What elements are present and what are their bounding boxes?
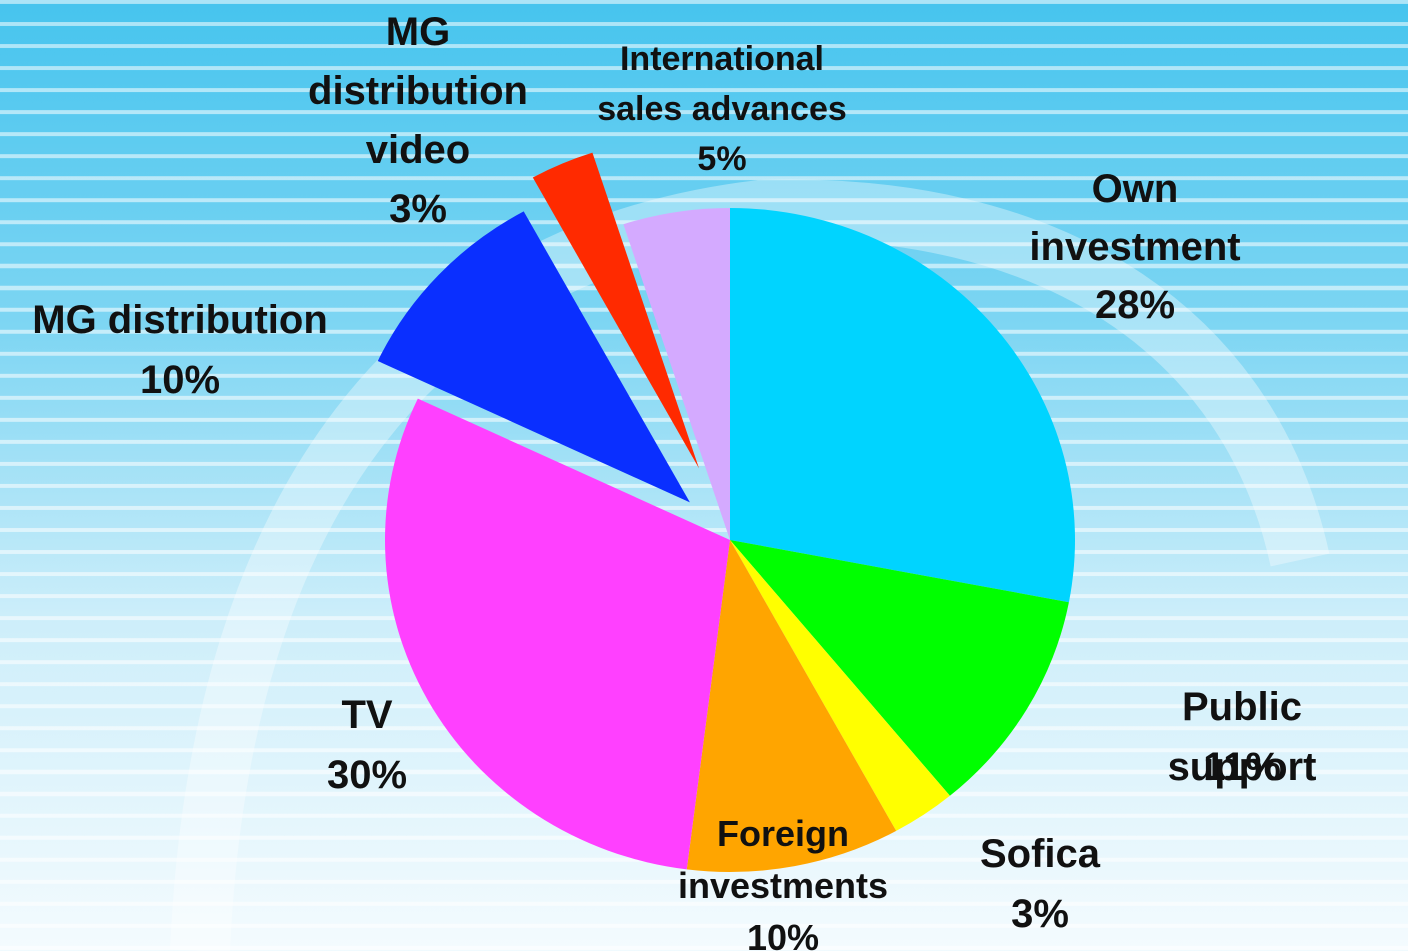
slice-label: Sofica (979, 832, 1101, 876)
slice-label: International sales advances (597, 40, 847, 128)
slice-value-label: 30% (326, 753, 408, 797)
slice-value-label: 28% (1094, 283, 1176, 327)
slice-label: TV (341, 693, 393, 737)
slice-label: Own investment (1029, 167, 1241, 269)
pie-slice (686, 540, 897, 872)
pie-slice (384, 398, 730, 870)
pie-slice (730, 540, 1069, 796)
pie-slice (623, 208, 730, 540)
slice-value-label: 3% (1011, 892, 1069, 936)
pie-slice (730, 208, 1075, 603)
slice-value-label: 3% (389, 187, 447, 231)
slice-label: MG distribution (32, 298, 328, 342)
slice-value-label: 11% (1203, 745, 1281, 789)
slice-label: Foreign investments (677, 813, 889, 906)
slice-label: MG distribution video (308, 10, 528, 172)
slice-value-label: 10% (746, 917, 820, 951)
pie-slice (532, 152, 700, 469)
slice-value-label: 5% (697, 140, 747, 178)
pie-slice (377, 211, 690, 503)
slice-value-label: 10% (139, 358, 221, 402)
pie-slice (730, 540, 950, 831)
slice-label: Public support (1167, 685, 1317, 789)
